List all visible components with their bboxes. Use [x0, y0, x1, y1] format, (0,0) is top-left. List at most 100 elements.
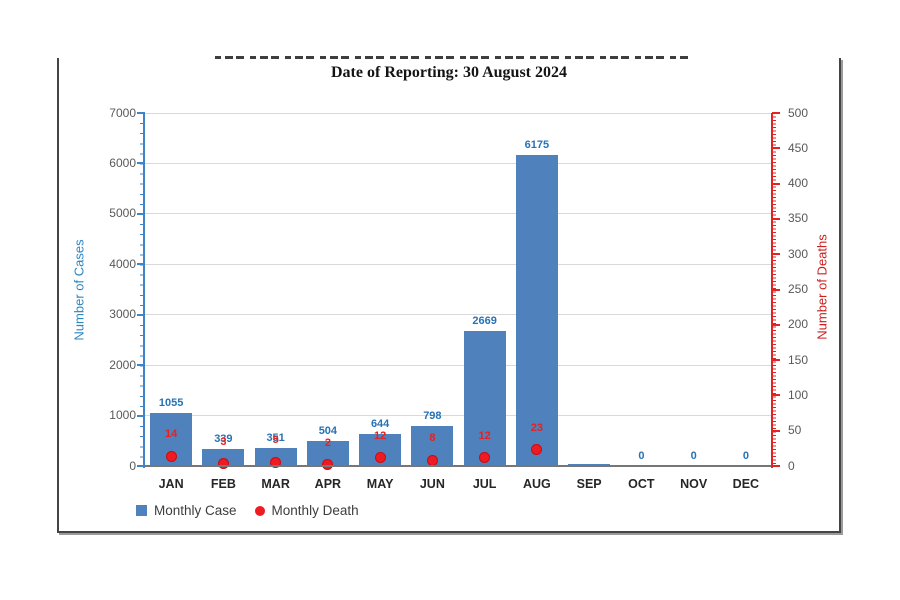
month-label-feb: FEB [210, 477, 236, 491]
left-axis-tick-label-0: 0 [129, 458, 136, 473]
right-tick-350 [772, 217, 780, 220]
legend-death-label: Monthly Death [271, 503, 359, 518]
death-label-aug: 23 [530, 421, 543, 434]
left-axis-tick-label-6000: 6000 [109, 155, 136, 170]
legend-item-monthly-case: Monthly Case [136, 503, 237, 518]
case-label-dec: 0 [742, 450, 749, 462]
month-label-may: MAY [366, 477, 394, 491]
case-label-jun: 798 [423, 409, 442, 422]
gridline-4000 [145, 263, 772, 265]
case-label-jan: 1055 [158, 396, 184, 409]
gridline-7000 [145, 112, 772, 114]
left-axis-tick-label-5000: 5000 [109, 206, 136, 221]
death-dot-jun [426, 454, 438, 466]
month-label-apr: APR [314, 477, 342, 491]
death-dot-may [374, 452, 386, 464]
death-label-apr: 2 [324, 436, 331, 449]
left-tick-1000 [137, 414, 145, 417]
bar-swatch-icon [136, 505, 147, 516]
gridline-3000 [145, 314, 772, 316]
month-label-sep: SEP [576, 477, 602, 491]
right-tick-150 [772, 359, 780, 362]
right-axis-line [771, 113, 773, 468]
right-axis-tick-label-100: 100 [788, 387, 809, 402]
month-label-jul: JUL [472, 477, 497, 491]
case-label-feb: 339 [214, 432, 233, 445]
right-axis-tick-label-450: 450 [788, 140, 809, 155]
right-axis-tick-label-250: 250 [788, 282, 809, 296]
bar-sep [568, 463, 611, 466]
gridline-6000 [145, 162, 772, 164]
right-tick-400 [772, 182, 780, 185]
death-dot-feb [217, 458, 229, 470]
left-axis-tick-label-7000: 7000 [109, 105, 136, 120]
bar-aug [515, 154, 558, 466]
month-label-nov: NOV [680, 477, 708, 491]
right-axis-tick-label-300: 300 [788, 246, 809, 261]
case-label-may: 644 [370, 417, 390, 430]
bar-jul [463, 331, 506, 466]
gridline-2000 [145, 364, 772, 366]
death-label-jun: 8 [429, 432, 436, 445]
right-axis-tick-label-400: 400 [788, 176, 809, 191]
left-tick-3000 [137, 313, 145, 316]
left-axis-tick-label-4000: 4000 [109, 256, 136, 271]
death-label-jan: 14 [165, 428, 178, 441]
right-tick-250 [772, 288, 780, 291]
gridline-5000 [145, 213, 772, 215]
left-axis-minor-ticks [140, 113, 143, 466]
right-axis-tick-label-200: 200 [788, 317, 809, 332]
death-dot-jan [165, 450, 177, 462]
case-label-oct: 0 [638, 450, 645, 462]
left-axis-tick-label-3000: 3000 [109, 307, 136, 322]
death-label-mar: 5 [272, 434, 279, 447]
left-axis-line [143, 113, 145, 468]
right-tick-300 [772, 253, 780, 256]
right-tick-200 [772, 323, 780, 326]
left-axis-title: Number of Cases [71, 239, 87, 341]
x-axis-line [145, 465, 774, 467]
right-tick-0 [772, 465, 780, 467]
bar-feb [202, 448, 245, 466]
death-label-jul: 12 [478, 429, 491, 442]
right-tick-50 [772, 429, 780, 432]
death-label-feb: 3 [220, 435, 227, 448]
legend-item-monthly-death: Monthly Death [254, 503, 359, 518]
left-tick-2000 [137, 364, 145, 367]
case-label-apr: 504 [318, 424, 338, 437]
right-axis-title: Number of Deaths [814, 234, 830, 340]
dot-swatch-icon [254, 505, 265, 516]
right-tick-450 [772, 147, 780, 150]
case-label-mar: 351 [266, 432, 285, 445]
chart-title: Date of Reporting: 30 August 2024 [331, 64, 567, 81]
right-axis-tick-label-0: 0 [788, 458, 795, 473]
death-dot-mar [270, 456, 282, 468]
left-tick-5000 [137, 212, 145, 215]
clipped-title-line [215, 56, 691, 59]
right-axis-tick-label-150: 150 [788, 352, 809, 367]
left-tick-7000 [137, 112, 145, 114]
left-tick-6000 [137, 162, 145, 165]
month-label-jun: JUN [419, 477, 445, 491]
right-axis-tick-label-500: 500 [788, 105, 809, 120]
right-tick-500 [772, 112, 780, 114]
month-label-aug: AUG [522, 477, 551, 491]
right-axis-tick-label-50: 50 [788, 423, 802, 438]
death-label-may: 12 [374, 429, 387, 442]
right-axis-tick-label-350: 350 [788, 211, 809, 226]
case-label-aug: 6175 [524, 138, 550, 151]
gridline-1000 [145, 415, 772, 417]
right-tick-100 [772, 394, 780, 397]
death-dot-jul [479, 452, 491, 464]
month-label-dec: DEC [732, 477, 760, 491]
left-axis-tick-label-1000: 1000 [109, 408, 136, 423]
legend-case-label: Monthly Case [154, 503, 237, 518]
month-label-oct: OCT [628, 477, 655, 491]
left-tick-4000 [137, 263, 145, 266]
case-label-jul: 2669 [472, 315, 497, 328]
legend: Monthly Case Monthly Death [136, 503, 359, 518]
left-axis-tick-label-2000: 2000 [109, 357, 136, 372]
death-dot-apr [322, 459, 334, 471]
month-label-jan: JAN [158, 477, 184, 491]
